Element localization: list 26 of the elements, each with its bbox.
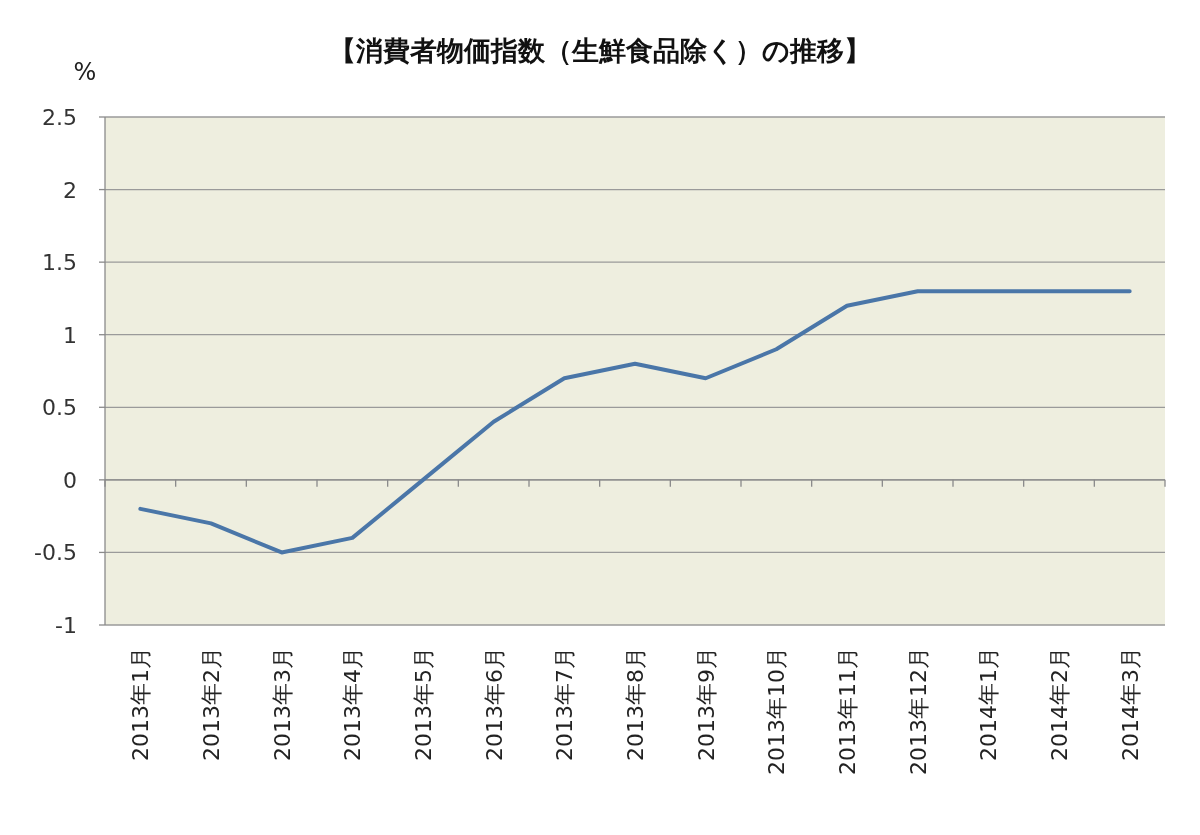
line-series: [138, 289, 1132, 555]
x-tick-label: 2013年12月: [905, 647, 931, 775]
y-tick-label: 0.5: [42, 395, 77, 421]
y-tick-label: 2.5: [42, 105, 77, 130]
x-tick-label: 2013年5月: [411, 647, 436, 761]
chart-title: 【消費者物価指数（生鮮食品除く）の推移】: [329, 35, 871, 66]
y-tick-label: 0: [63, 467, 77, 493]
x-tick-label: 2013年4月: [340, 647, 366, 761]
x-tick-label: 2013年9月: [693, 647, 719, 761]
x-tick-label: 2013年6月: [481, 647, 507, 761]
y-tick-label: 1: [63, 322, 77, 348]
y-tick-label: 1.5: [42, 250, 77, 276]
y-axis-title: %: [73, 58, 97, 86]
x-tick-label: 2013年7月: [552, 647, 578, 761]
x-tick-label: 2013年1月: [128, 647, 154, 761]
x-tick-label: 2014年2月: [1047, 647, 1072, 761]
y-tick-label: -1: [55, 613, 77, 638]
x-tick-label: 2013年8月: [623, 647, 648, 761]
x-tick-label: 2013年11月: [835, 647, 860, 775]
x-tick-label: 2013年3月: [269, 647, 295, 761]
y-tick-label: 2: [63, 177, 77, 203]
x-tick-label: 2014年3月: [1117, 647, 1143, 761]
x-tick-label: 2013年10月: [764, 647, 790, 775]
x-tick-label: 2013年2月: [199, 647, 224, 761]
y-tick-label: -0.5: [34, 540, 77, 566]
x-tick-label: 2014年1月: [976, 647, 1002, 761]
